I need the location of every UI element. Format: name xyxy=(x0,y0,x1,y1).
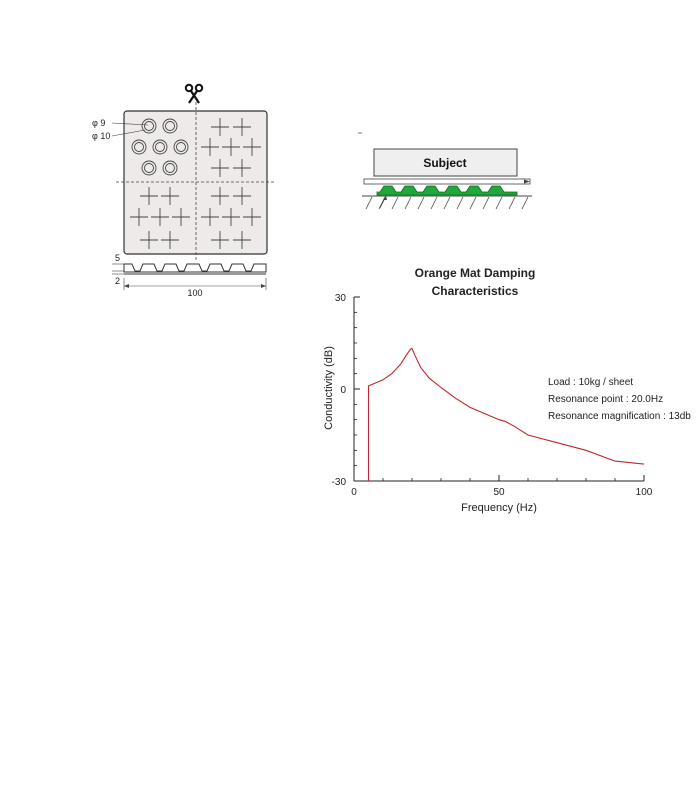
green-mat xyxy=(376,185,518,196)
x-tick-label: 0 xyxy=(351,487,357,498)
hatch-line xyxy=(365,196,373,210)
x-tick-label: 100 xyxy=(636,487,653,498)
hole-outer xyxy=(141,160,157,176)
hole-outer xyxy=(141,118,157,134)
damping-chart: 0 50 100 30 0 -30 Frequency (Hz) Conductivity… xyxy=(323,293,653,514)
hole-outer xyxy=(162,160,178,176)
dim-thickness-total: 5 xyxy=(115,253,120,263)
chart-title-line2: Characteristics xyxy=(431,284,519,298)
chart-title-line1: Orange Mat Damping xyxy=(414,266,536,280)
chart-title: Orange Mat Damping Characteristics xyxy=(370,264,580,300)
cross-pattern xyxy=(130,118,261,249)
dim-width: 100 xyxy=(187,288,202,298)
hatch-line xyxy=(508,196,516,210)
hatch-line xyxy=(482,196,490,210)
setup-diagram: Subject xyxy=(358,132,532,210)
hatch-line xyxy=(456,196,464,210)
y-tick-label: -30 xyxy=(332,477,347,488)
hatch-line xyxy=(495,196,503,210)
dim-phi10-label: φ 10 xyxy=(92,131,110,141)
circle-pattern xyxy=(131,118,189,176)
hole-inner xyxy=(176,142,186,152)
x-tick-label: 50 xyxy=(493,487,505,498)
hole-outer xyxy=(173,139,189,155)
hatch-line xyxy=(521,196,529,210)
annotation-resonance-magnification: Resonance magnification : 13db xyxy=(548,411,691,422)
series-line xyxy=(367,347,645,481)
subject-block xyxy=(373,148,518,177)
hatch-line xyxy=(404,196,412,210)
dim-thickness-base: 2 xyxy=(115,276,120,286)
hatch-line xyxy=(430,196,438,210)
hatch-line xyxy=(469,196,477,210)
subject-label: Subject xyxy=(423,156,466,170)
mat-profile xyxy=(123,263,267,273)
hole-inner xyxy=(144,163,154,173)
floor-hatching xyxy=(365,196,529,210)
dim-phi9-label: φ 9 xyxy=(92,118,105,128)
y-tick-label: 0 xyxy=(340,385,346,396)
hole-inner xyxy=(165,163,175,173)
hole-inner xyxy=(155,142,165,152)
hole-inner xyxy=(134,142,144,152)
hole-outer xyxy=(152,139,168,155)
hatch-line xyxy=(417,196,425,210)
x-axis-label: Frequency (Hz) xyxy=(461,502,537,514)
annotation-load: Load : 10kg / sheet xyxy=(548,377,634,388)
y-axis-label: Conductivity (dB) xyxy=(323,346,335,430)
scissors-icon xyxy=(184,83,204,104)
hatch-line xyxy=(391,196,399,210)
hole-inner xyxy=(165,121,175,131)
hole-inner xyxy=(144,121,154,131)
hatch-line xyxy=(443,196,451,210)
mat-diagram: φ 9 φ 10 5 2 100 xyxy=(92,83,275,298)
annotation-resonance-point: Resonance point : 20.0Hz xyxy=(548,394,664,405)
hole-outer xyxy=(131,139,147,155)
hole-outer xyxy=(162,118,178,134)
y-tick-label: 30 xyxy=(335,293,347,304)
